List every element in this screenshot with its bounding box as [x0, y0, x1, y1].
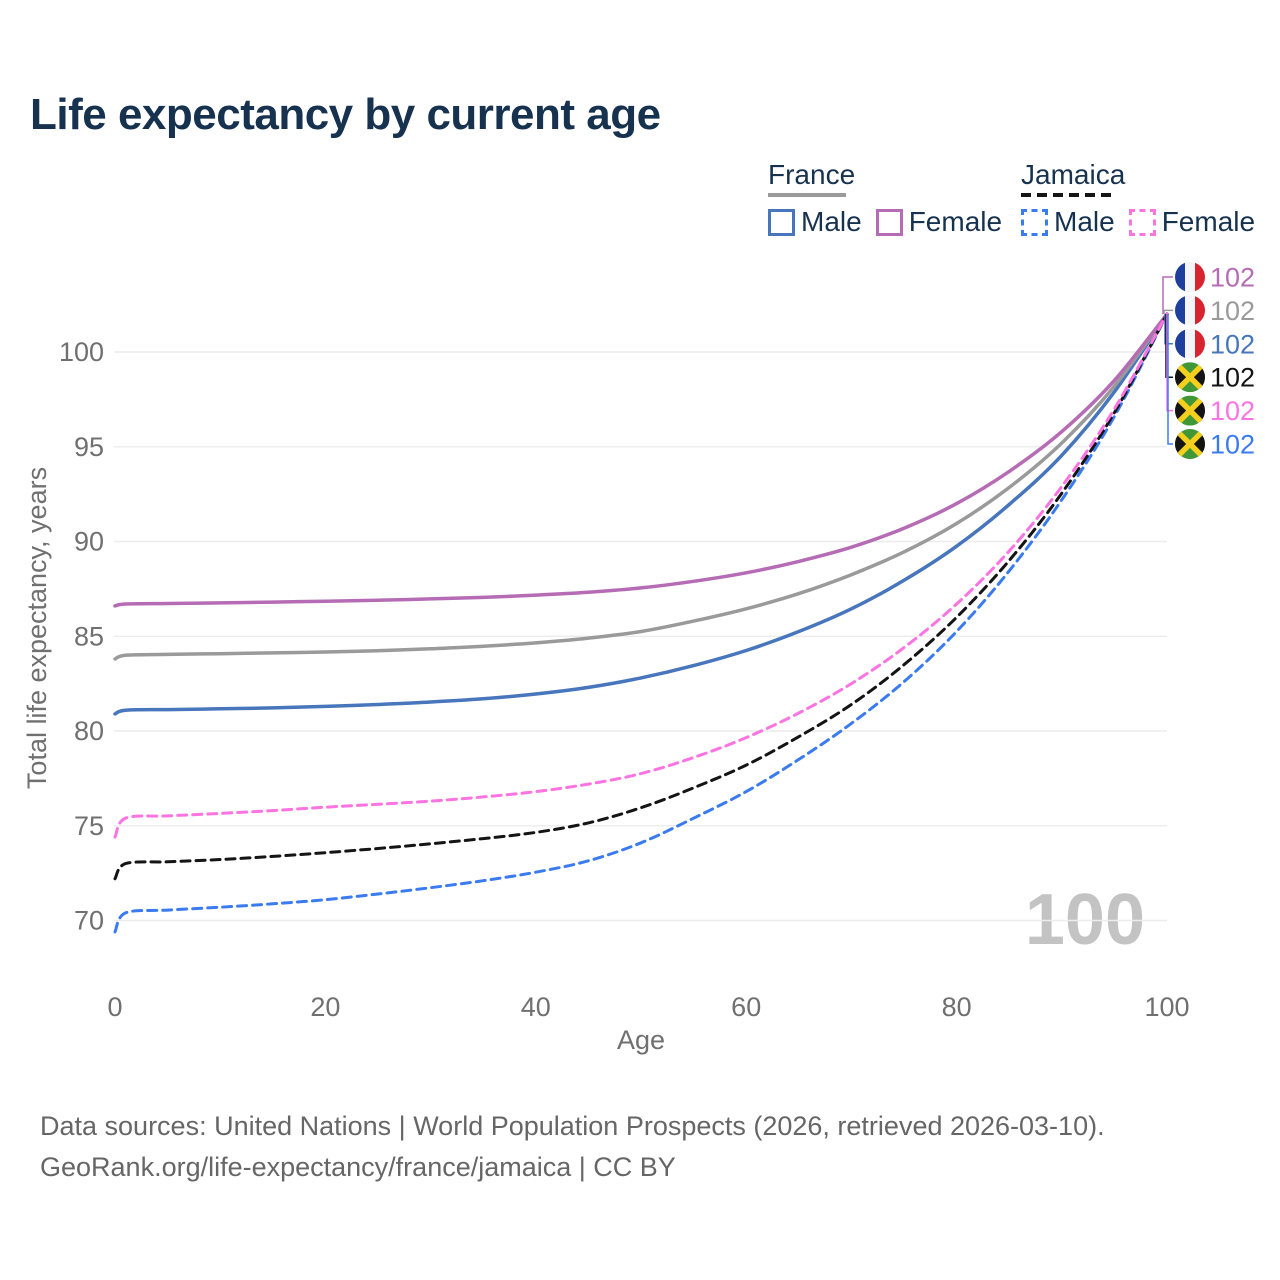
x-tick-label-80: 80 — [942, 992, 972, 1022]
x-tick-label-100: 100 — [1144, 992, 1189, 1022]
legend-country-jamaica: Jamaica — [1021, 159, 1126, 190]
france-flag-icon — [1175, 328, 1205, 359]
y-tick-label-80: 80 — [74, 716, 104, 746]
x-axis-tick-labels: 0 20 40 60 80 100 — [107, 992, 1189, 1022]
legend-checkbox-jamaica-female[interactable] — [1128, 208, 1156, 236]
legend-label-jamaica-female[interactable]: Female — [1161, 206, 1256, 237]
legend-group-france: France Male Female — [768, 160, 1016, 238]
series-line-france-male — [113, 312, 1169, 716]
footer-attribution-url: GeoRank.org/life-expectancy/france/jamai… — [40, 1152, 676, 1182]
end-label-connector-france — [1163, 309, 1173, 315]
france-flag-icon — [1175, 295, 1205, 326]
series-line-france-female — [113, 312, 1169, 608]
end-label-connector-france-female — [1162, 276, 1173, 315]
end-value-label-france-male: 102 — [1210, 329, 1255, 359]
end-label-connector-jamaica — [1165, 314, 1173, 378]
legend-checkbox-france-male[interactable] — [768, 208, 795, 236]
y-axis-tick-labels: 70 75 80 85 90 95 100 — [59, 337, 104, 936]
end-value-label-france-female: 102 — [1210, 263, 1255, 293]
series-line-jamaica — [113, 312, 1169, 881]
france-flag-icon — [1175, 262, 1205, 292]
legend-group-jamaica: Jamaica Male Female — [1021, 160, 1269, 238]
series-line-jamaica-male — [113, 312, 1169, 934]
end-label-connector-france-male — [1164, 314, 1173, 345]
x-tick-label-20: 20 — [310, 992, 340, 1022]
x-tick-label-60: 60 — [731, 992, 761, 1022]
y-tick-label-95: 95 — [74, 432, 104, 462]
legend-country-france: France — [768, 159, 856, 190]
y-axis-title: Total life expectancy, years — [22, 467, 52, 789]
footer: Data sources: United Nations | World Pop… — [40, 1106, 1105, 1188]
y-tick-label-85: 85 — [74, 621, 104, 651]
jamaica-flag-icon — [1175, 395, 1205, 426]
end-label-connector-jamaica-male — [1167, 314, 1173, 445]
x-tick-label-0: 0 — [107, 992, 122, 1022]
legend-checkbox-jamaica-male[interactable] — [1021, 208, 1048, 236]
legend-line-sample-france — [768, 193, 846, 197]
page-title: Life expectancy by current age — [30, 90, 661, 139]
y-tick-label-90: 90 — [74, 527, 104, 557]
legend-label-france-female[interactable]: Female — [908, 206, 1003, 237]
jamaica-flag-icon — [1175, 429, 1205, 459]
legend-line-sample-jamaica — [1021, 193, 1113, 197]
legend-checkbox-france-female[interactable] — [875, 208, 903, 236]
series-lines — [113, 312, 1169, 934]
y-tick-label-100: 100 — [59, 337, 104, 367]
x-axis-title: Age — [617, 1025, 665, 1055]
y-tick-label-75: 75 — [74, 811, 104, 841]
jamaica-flag-icon — [1175, 362, 1205, 393]
end-value-label-jamaica-male: 102 — [1210, 430, 1255, 460]
end-value-label-jamaica-female: 102 — [1210, 396, 1255, 426]
y-tick-label-70: 70 — [74, 906, 104, 936]
series-line-jamaica-female — [113, 312, 1169, 839]
x-tick-label-40: 40 — [521, 992, 551, 1022]
gridlines — [114, 351, 1167, 922]
end-value-label-jamaica: 102 — [1210, 363, 1255, 393]
legend-label-france-male[interactable]: Male — [801, 206, 862, 237]
end-value-label-france: 102 — [1210, 296, 1255, 326]
series-line-france — [113, 312, 1169, 661]
end-label-connector-jamaica-female — [1166, 314, 1173, 412]
footer-data-sources: Data sources: United Nations | World Pop… — [40, 1111, 1105, 1141]
legend-label-jamaica-male[interactable]: Male — [1054, 206, 1115, 237]
